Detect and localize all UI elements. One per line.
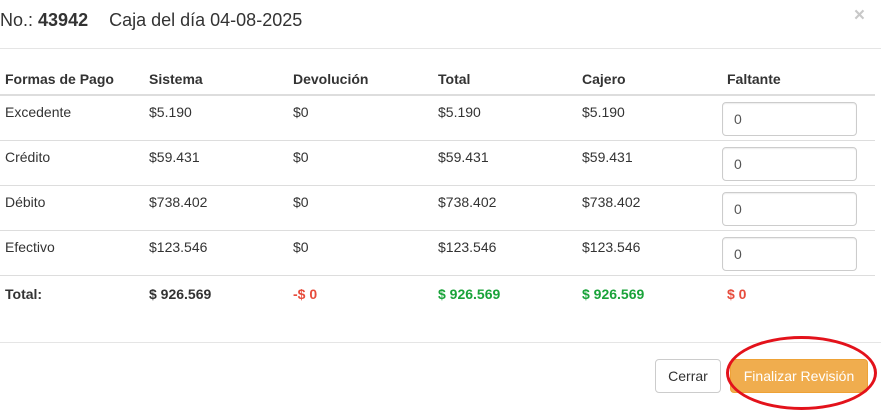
- table-header-row: Formas de Pago Sistema Devolución Total …: [0, 63, 875, 96]
- table-row: Débito $738.402 $0 $738.402 $738.402: [0, 184, 875, 230]
- row-faltante-cell: [722, 184, 875, 230]
- column-header-cajero: Cajero: [577, 63, 722, 96]
- modal-footer: Cerrar Finalizar Revisión: [0, 342, 881, 415]
- modal-title: No.: 43942 Caja del día 04-08-2025: [0, 8, 302, 32]
- close-icon[interactable]: ×: [853, 5, 865, 26]
- table-row: Excedente $5.190 $0 $5.190 $5.190: [0, 95, 875, 140]
- totals-cajero: $ 926.569: [577, 274, 722, 309]
- faltante-input-credito[interactable]: [722, 146, 857, 181]
- totals-sistema: $ 926.569: [144, 274, 288, 309]
- row-sistema: $738.402: [144, 184, 288, 230]
- column-header-total: Total: [433, 63, 577, 96]
- faltante-input-efectivo[interactable]: [722, 236, 857, 271]
- row-sistema: $5.190: [149, 104, 192, 120]
- totals-total: $ 926.569: [433, 274, 577, 309]
- totals-row: Total: $ 926.569 -$ 0 $ 926.569 $ 926.56…: [0, 274, 875, 309]
- row-cajero: $59.431: [577, 139, 722, 185]
- column-header-sistema: Sistema: [144, 63, 288, 96]
- row-devolucion: $0: [288, 184, 433, 230]
- cerrar-button[interactable]: Cerrar: [655, 359, 721, 393]
- row-total: $738.402: [433, 184, 577, 230]
- faltante-input-debito[interactable]: [722, 191, 857, 226]
- payment-methods-table: Formas de Pago Sistema Devolución Total …: [0, 63, 875, 309]
- row-faltante-cell: [722, 139, 875, 185]
- totals-faltante: $ 0: [722, 274, 875, 309]
- modal-header: No.: 43942 Caja del día 04-08-2025 ×: [0, 0, 881, 49]
- column-header-devolucion: Devolución: [288, 63, 433, 96]
- row-devolucion: $0: [288, 139, 433, 185]
- totals-devolucion: -$ 0: [288, 274, 433, 309]
- row-forma: Efectivo: [0, 229, 144, 275]
- row-devolucion: $0: [288, 229, 433, 275]
- caja-number: 43942: [38, 10, 89, 30]
- number-label: No.:: [0, 10, 34, 30]
- row-cajero: $5.190: [582, 104, 625, 120]
- finalizar-revision-button[interactable]: Finalizar Revisión: [730, 359, 868, 393]
- row-cajero: $123.546: [577, 229, 722, 275]
- row-faltante-cell: [722, 95, 875, 140]
- row-total: $59.431: [433, 139, 577, 185]
- row-total: $123.546: [433, 229, 577, 275]
- column-header-faltante: Faltante: [722, 63, 875, 96]
- table-row: Efectivo $123.546 $0 $123.546 $123.546: [0, 229, 875, 275]
- column-header-formas: Formas de Pago: [0, 63, 144, 96]
- faltante-input-excedente[interactable]: [722, 102, 857, 136]
- caja-date-title: Caja del día 04-08-2025: [109, 10, 303, 30]
- row-sistema: $59.431: [144, 139, 288, 185]
- row-forma: Débito: [0, 184, 144, 230]
- row-cajero: $738.402: [577, 184, 722, 230]
- row-sistema: $123.546: [144, 229, 288, 275]
- row-forma: Excedente: [5, 104, 72, 120]
- row-devolucion: $0: [293, 104, 309, 120]
- table-row: Crédito $59.431 $0 $59.431 $59.431: [0, 139, 875, 185]
- row-total: $5.190: [438, 104, 481, 120]
- totals-label: Total:: [0, 274, 144, 309]
- row-faltante-cell: [722, 229, 875, 275]
- row-forma: Crédito: [0, 139, 144, 185]
